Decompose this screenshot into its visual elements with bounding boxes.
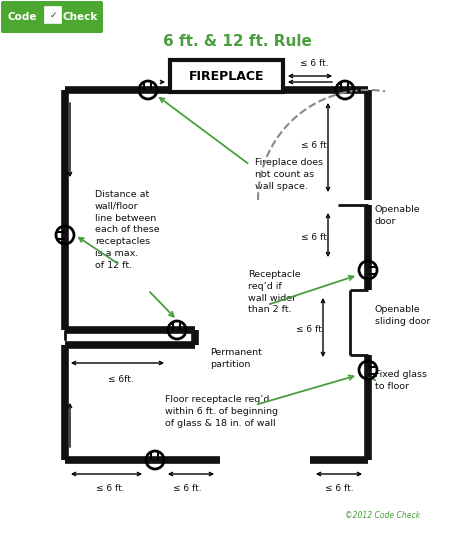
Text: Openable
door: Openable door [375,205,420,226]
FancyBboxPatch shape [45,7,61,23]
Text: FIREPLACE: FIREPLACE [189,70,264,83]
Text: Check: Check [63,12,99,22]
FancyBboxPatch shape [1,1,103,33]
Text: Fixed glass
to floor: Fixed glass to floor [375,370,427,391]
Text: ≤ 6 ft.: ≤ 6 ft. [301,233,330,242]
Text: Openable
sliding door: Openable sliding door [375,305,430,326]
Text: ≤ 6 ft.: ≤ 6 ft. [301,140,330,150]
Text: ©2012 Code Check: ©2012 Code Check [345,511,420,520]
Text: ≤ 6ft.: ≤ 6ft. [108,375,134,384]
Text: ≤ 6 ft.: ≤ 6 ft. [173,484,202,493]
Text: ≤ 6 ft.: ≤ 6 ft. [300,59,328,68]
Text: Fireplace does
not count as
wall space.: Fireplace does not count as wall space. [255,158,323,191]
Text: Distance at
wall/floor
line between
each of these
receptacles
is a max.
of 12 ft: Distance at wall/floor line between each… [95,190,160,270]
Text: ✓: ✓ [49,11,57,20]
Text: Receptacle
req’d if
wall wider
than 2 ft.: Receptacle req’d if wall wider than 2 ft… [248,270,301,315]
Text: Floor receptacle req’d
within 6 ft. of beginning
of glass & 18 in. of wall: Floor receptacle req’d within 6 ft. of b… [165,395,278,428]
Text: 6 ft. & 12 ft. Rule: 6 ft. & 12 ft. Rule [163,35,311,50]
Bar [170,60,283,92]
Text: ≤ 6 ft.: ≤ 6 ft. [296,326,325,334]
Text: Code: Code [8,12,37,22]
Text: ≤ 6 ft.: ≤ 6 ft. [325,484,353,493]
Text: Permanent
partition: Permanent partition [210,348,262,369]
Text: ≤ 6 ft.: ≤ 6 ft. [96,484,124,493]
